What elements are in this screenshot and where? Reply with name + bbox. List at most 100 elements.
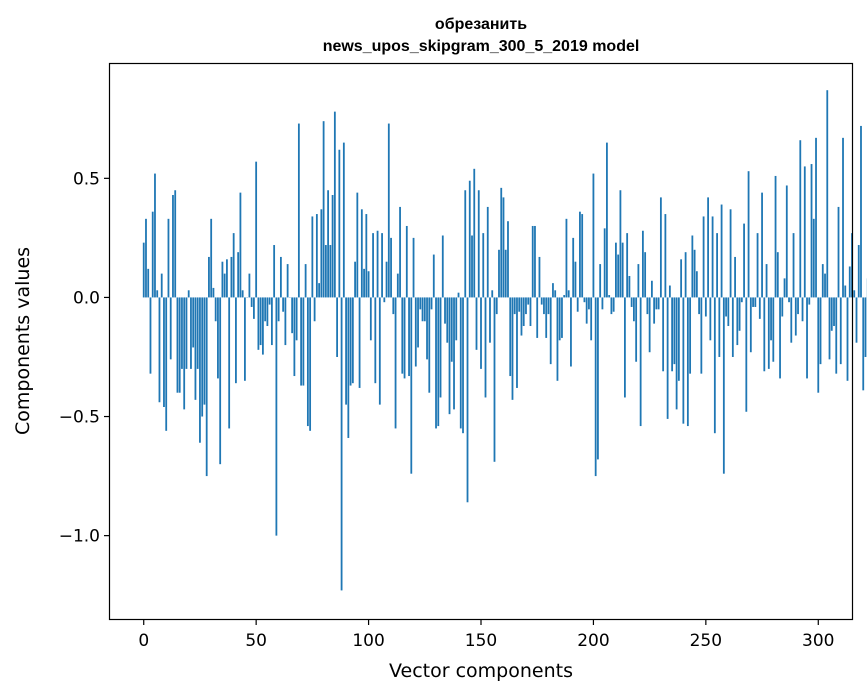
bar (167, 218, 170, 298)
bar (342, 142, 345, 298)
bar (529, 297, 532, 327)
bar (160, 273, 163, 298)
bar (597, 297, 599, 460)
bar (848, 266, 851, 298)
bar (860, 125, 862, 298)
bar (684, 252, 687, 298)
bar (500, 187, 503, 298)
bar (468, 180, 471, 298)
bar (444, 297, 446, 324)
bar (338, 149, 341, 298)
bar (190, 297, 192, 369)
bar (718, 297, 721, 357)
bar (680, 259, 683, 298)
bar (594, 297, 597, 477)
bar (145, 218, 147, 298)
bar (151, 211, 154, 298)
bar (621, 242, 624, 298)
bar (538, 256, 541, 298)
bar (522, 297, 525, 327)
bar (230, 256, 233, 298)
y-tick-label: 0.5 (73, 169, 100, 189)
bar (313, 297, 316, 322)
bar (322, 121, 325, 298)
bar (639, 297, 642, 427)
bar (403, 297, 406, 379)
x-tick-label: 200 (577, 631, 609, 651)
bar (761, 192, 763, 298)
bar (817, 297, 820, 393)
bar (801, 297, 804, 322)
bar (279, 256, 282, 298)
bar (387, 123, 390, 298)
bar (734, 256, 736, 298)
chart-title-line-1: обрезанить (435, 16, 527, 33)
bar (698, 297, 700, 315)
bar (830, 297, 833, 331)
bar (430, 297, 433, 310)
bar (347, 297, 350, 438)
bar (176, 297, 179, 393)
bar (695, 271, 698, 298)
bar (864, 297, 867, 357)
bar (630, 297, 633, 307)
x-tick-label: 0 (138, 631, 149, 651)
bar (792, 233, 795, 298)
bar (212, 287, 215, 298)
bar (142, 242, 145, 298)
bar (311, 216, 314, 298)
bar (765, 264, 768, 298)
bar (590, 297, 593, 341)
bar (363, 268, 365, 298)
bar (226, 259, 228, 298)
bar (450, 297, 453, 362)
bar (781, 297, 784, 317)
bar (558, 297, 561, 341)
bar (572, 237, 575, 298)
bar (857, 245, 860, 298)
bar (554, 290, 557, 298)
bar (738, 297, 741, 331)
bar (677, 297, 680, 381)
bar (253, 297, 255, 319)
bar (163, 297, 165, 407)
bar (592, 173, 595, 298)
bar (477, 190, 480, 298)
bar (788, 297, 790, 303)
bar (588, 297, 590, 310)
bar (540, 297, 543, 305)
bar (745, 297, 748, 412)
bar (507, 221, 509, 298)
bar (270, 297, 273, 346)
bar (583, 297, 586, 303)
bar (221, 261, 224, 298)
bar (284, 297, 287, 346)
bar (543, 297, 545, 315)
y-tick-label: −1.0 (59, 527, 100, 547)
bar (205, 297, 208, 477)
bar (821, 264, 824, 298)
bar (165, 297, 168, 431)
bar (727, 297, 730, 327)
bar (819, 297, 822, 365)
bar (405, 225, 408, 298)
x-tick-label: 250 (690, 631, 722, 651)
bar (248, 273, 251, 298)
bar (439, 297, 442, 398)
bar (579, 211, 581, 298)
bar (282, 297, 285, 312)
bar (244, 297, 246, 381)
bar (615, 242, 617, 298)
bar (421, 297, 424, 322)
bar (172, 195, 174, 298)
bars-group (142, 90, 867, 591)
bar (763, 297, 766, 372)
x-axis-label: Vector components (389, 660, 573, 682)
bar (297, 123, 300, 298)
bar (273, 245, 276, 298)
bar (736, 297, 739, 346)
bar (300, 297, 303, 386)
bar (774, 175, 777, 298)
bar (480, 297, 482, 369)
bar (702, 216, 705, 298)
